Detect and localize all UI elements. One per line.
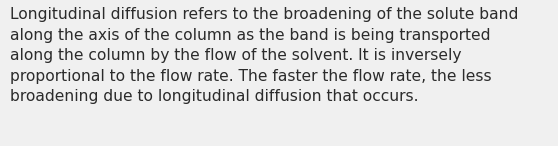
Text: Longitudinal diffusion refers to the broadening of the solute band
along the axi: Longitudinal diffusion refers to the bro… <box>10 7 518 104</box>
